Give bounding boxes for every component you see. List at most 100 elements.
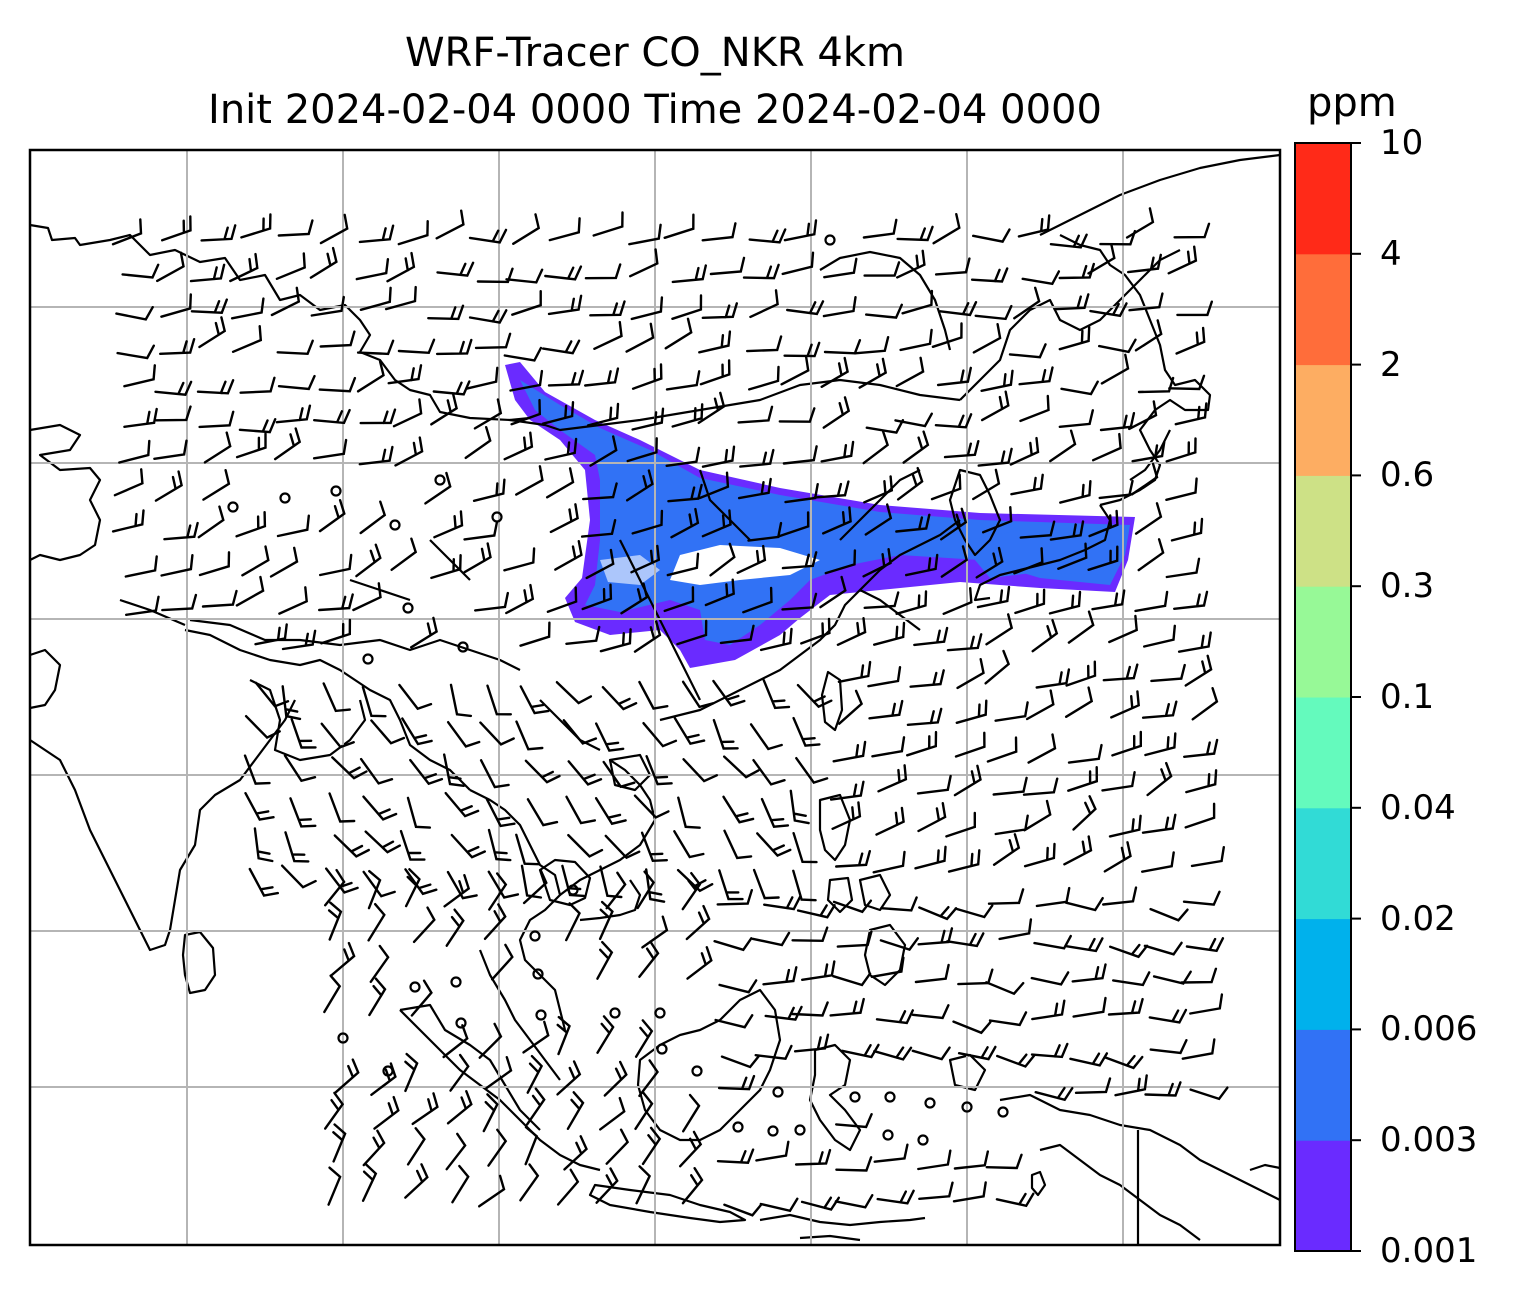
wind-barb — [1098, 479, 1134, 500]
wind-barb — [742, 263, 780, 280]
wind-barb — [446, 870, 478, 900]
wind-barb — [310, 295, 345, 317]
wind-barb — [443, 753, 465, 787]
wind-barb — [759, 627, 793, 652]
wind-barb — [1048, 590, 1082, 615]
wind-barb — [281, 629, 317, 651]
wind-barb — [362, 1129, 386, 1167]
wind-barb — [976, 585, 1011, 609]
wind-barb — [113, 468, 144, 497]
wind-barb — [865, 303, 903, 319]
wind-barb — [404, 1052, 419, 1093]
wind-barb — [794, 1148, 832, 1166]
wind-barb — [541, 401, 575, 425]
wind-barb — [1183, 738, 1219, 758]
wind-barb — [954, 731, 986, 758]
wind-barb — [312, 438, 348, 460]
wind-barb — [445, 908, 465, 947]
wind-barb — [289, 797, 317, 828]
wind-barb — [665, 370, 701, 391]
wind-barb — [701, 222, 737, 242]
wind-barb — [895, 513, 931, 533]
wind-barb — [1034, 1086, 1074, 1102]
wind-barb — [1176, 300, 1213, 317]
wind-barb — [320, 618, 352, 645]
wind-barb — [283, 754, 317, 783]
wind-barb — [154, 470, 183, 502]
wind-barb — [355, 258, 390, 281]
colorbar-band — [1295, 918, 1351, 1030]
wind-barb — [946, 633, 983, 652]
wind-barb — [390, 537, 418, 571]
wind-barb — [760, 797, 790, 828]
wind-barb — [723, 755, 760, 779]
wind-barb — [515, 833, 540, 866]
wind-barb — [748, 228, 787, 244]
wind-barb — [681, 872, 702, 911]
wind-barb — [352, 582, 382, 612]
wind-barb — [1185, 937, 1225, 953]
wind-barb — [764, 1005, 803, 1021]
wind-barb — [872, 850, 906, 874]
wind-barb — [449, 1053, 470, 1092]
wind-barb — [1128, 400, 1158, 431]
wind-barb — [709, 542, 736, 577]
wind-barb — [519, 1163, 540, 1202]
wind-barb — [947, 849, 981, 873]
wind-barb — [641, 1126, 662, 1166]
wind-barb — [1184, 802, 1216, 829]
wind-barb — [698, 330, 732, 354]
wind-barb — [320, 722, 355, 749]
wind-barb — [742, 586, 773, 614]
calm-wind-marker — [997, 1106, 1009, 1118]
wind-barb — [280, 864, 317, 889]
wind-barb — [671, 294, 703, 320]
colorbar-tick-label: 0.001 — [1380, 1231, 1478, 1271]
wind-barb — [1150, 663, 1186, 683]
wind-barb — [370, 1062, 397, 1096]
wind-barb — [392, 398, 423, 428]
calm-wind-marker — [362, 653, 374, 665]
wind-barb — [635, 1165, 652, 1205]
wind-barb — [783, 219, 818, 242]
wind-barb — [1173, 590, 1209, 610]
wind-barb — [755, 1140, 790, 1162]
wind-barb — [589, 300, 626, 317]
wind-barb — [478, 1174, 506, 1208]
wind-barb — [864, 503, 893, 536]
wind-barb — [356, 360, 385, 393]
wind-barb — [756, 832, 792, 858]
wind-barb — [630, 296, 664, 321]
wind-barb — [1181, 1038, 1216, 1060]
wind-barb — [369, 944, 390, 983]
wind-barb — [468, 309, 508, 324]
wind-barb — [473, 398, 503, 430]
wind-barb — [485, 1056, 513, 1090]
wind-barb — [509, 369, 544, 392]
wind-barb — [717, 1074, 756, 1091]
wind-barb — [359, 757, 394, 785]
wind-barb — [791, 1001, 829, 1017]
wind-barb — [401, 717, 433, 746]
wind-barb — [645, 755, 673, 786]
wind-barb — [723, 829, 753, 860]
wind-barb — [1168, 374, 1206, 391]
wind-barb — [676, 619, 708, 646]
colorbar-band — [1295, 807, 1351, 920]
wind-barb — [235, 575, 265, 607]
wind-barb — [800, 617, 831, 645]
wind-barb — [746, 335, 783, 353]
wind-barb — [589, 435, 618, 467]
colorbar-band — [1295, 143, 1351, 255]
wind-barb — [895, 356, 925, 388]
wind-barb — [829, 780, 865, 801]
wind-barb — [273, 427, 302, 461]
wind-barb — [430, 393, 458, 426]
wind-barb — [862, 218, 898, 239]
wind-barb — [970, 267, 1009, 283]
wind-barb — [1149, 1039, 1188, 1055]
wind-barb — [358, 445, 394, 466]
wind-barb — [332, 1123, 347, 1163]
wind-barb — [241, 545, 270, 577]
wind-barb — [980, 369, 1014, 392]
